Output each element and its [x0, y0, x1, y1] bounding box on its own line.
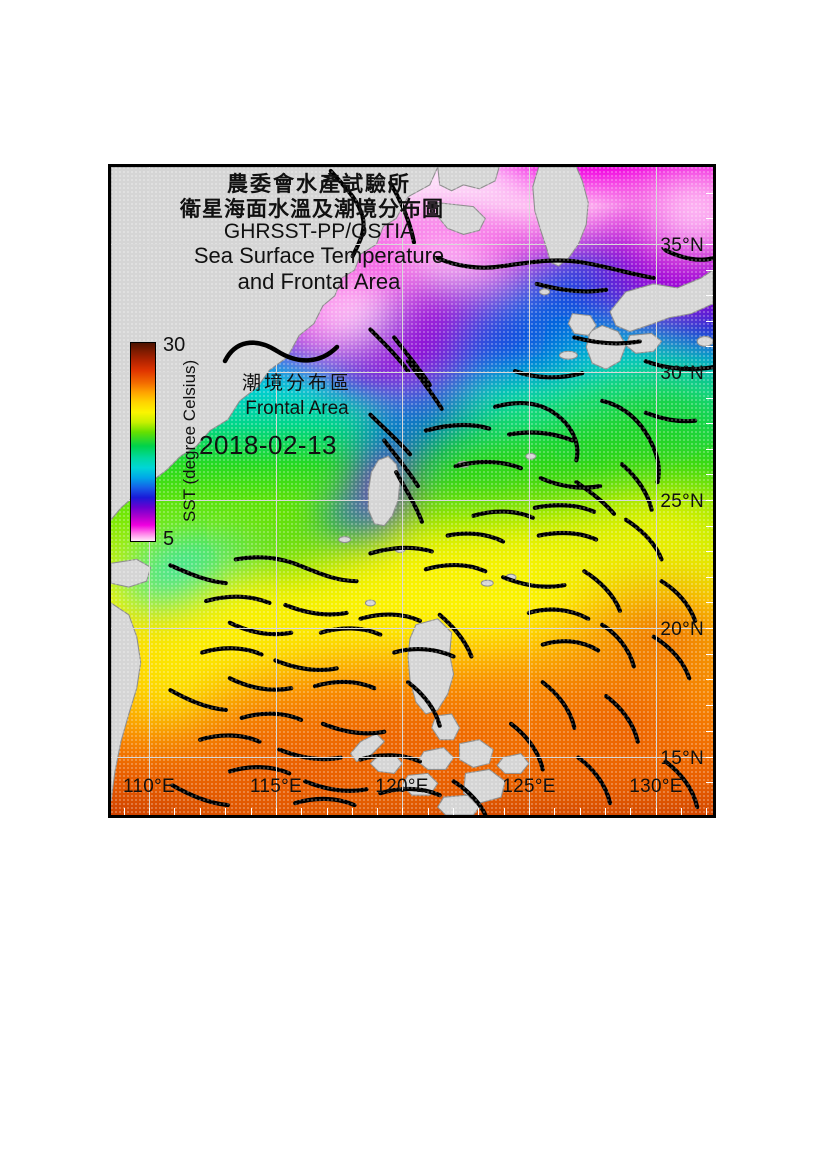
gridline-lon-125 [529, 167, 530, 815]
gridline-lon-115 [276, 167, 277, 815]
colorbar-min-label: 5 [163, 528, 175, 550]
gridline-lat-15 [111, 757, 713, 758]
product-title-en-2: and Frontal Area [237, 269, 401, 295]
frontal-area-legend: 潮境分布區 Frontal Area [217, 335, 377, 421]
gridline-lat-20 [111, 628, 713, 629]
title-block: 農委會水產試驗所 衛星海面水溫及潮境分布圖 GHRSST-PP/OSTIA Se… [129, 171, 509, 295]
legend-label-cjk: 潮境分布區 [241, 372, 352, 394]
lat-label-35n: 35°N [660, 235, 704, 256]
sst-map-figure: 35°N 30°N 25°N 20°N 15°N 110°E 115°E 120… [108, 164, 716, 818]
product-title-cjk: 衛星海面水溫及潮境分布圖 [180, 197, 444, 222]
gridline-lat-30 [111, 372, 713, 373]
map-stage: 35°N 30°N 25°N 20°N 15°N 110°E 115°E 120… [111, 167, 713, 815]
colorbar-max-label: 30 [163, 334, 186, 356]
gridline-lat-25 [111, 500, 713, 501]
colorbar-axis-title: SST (degree Celsius) [180, 359, 199, 522]
product-code-label: GHRSST-PP/OSTIA [223, 219, 415, 243]
lat-label-25n: 25°N [660, 491, 704, 512]
lat-label-20n: 20°N [660, 619, 704, 640]
lat-label-15n: 15°N [660, 748, 704, 769]
frontal-line-swatch [217, 335, 377, 371]
org-title-cjk: 農委會水產試驗所 [227, 172, 411, 196]
lon-label-115e: 115°E [249, 776, 303, 797]
gridline-lon-130 [656, 167, 657, 815]
gridline-lat-35 [111, 244, 713, 245]
colorbar-axis-title-wrap: SST (degree Celsius) [161, 360, 199, 522]
colorbar-gradient [130, 342, 156, 542]
lat-label-30n: 30°N [660, 363, 704, 384]
lon-label-110e: 110°E [122, 776, 176, 797]
map-date-label: 2018-02-13 [199, 430, 337, 460]
lon-label-125e: 125°E [502, 776, 556, 797]
lon-label-120e: 120°E [375, 776, 429, 797]
legend-label-en: Frontal Area [245, 397, 349, 419]
gridline-lon-120 [402, 167, 403, 815]
lon-label-130e: 130°E [629, 776, 683, 797]
product-title-en-1: Sea Surface Temperature [193, 243, 445, 269]
